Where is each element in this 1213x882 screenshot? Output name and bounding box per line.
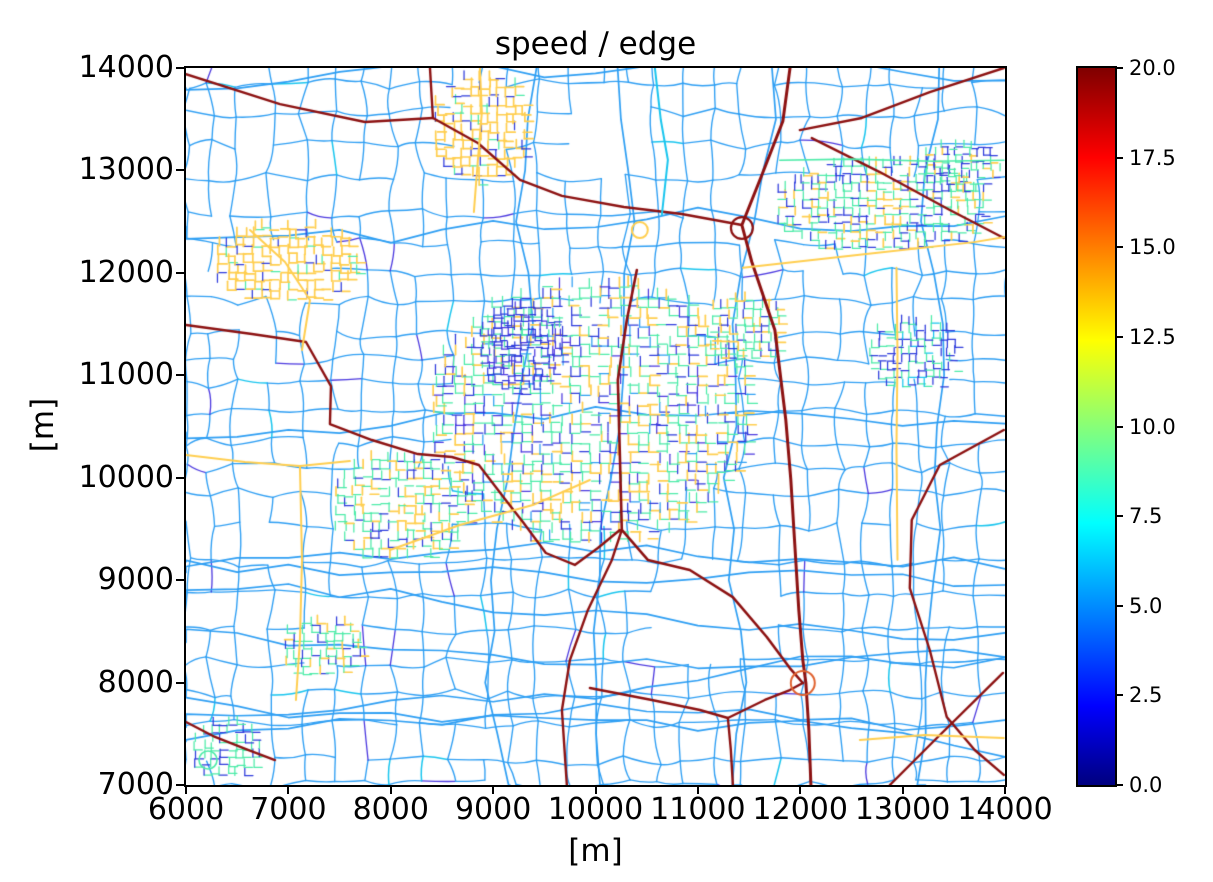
- colorbar-tick-label: 5.0: [1129, 593, 1163, 618]
- x-tick-mark: [389, 785, 392, 794]
- colorbar-tick-label: 15.0: [1129, 235, 1176, 260]
- network-map-canvas: [186, 68, 1005, 785]
- x-axis-label: [m]: [568, 833, 623, 869]
- colorbar-tick-label: 10.0: [1129, 414, 1176, 439]
- x-tick-mark: [696, 785, 699, 794]
- colorbar-tick-mark: [1115, 246, 1123, 249]
- y-tick-mark: [176, 67, 185, 69]
- x-tick-mark: [901, 785, 904, 794]
- x-tick-label: 12000: [752, 792, 848, 827]
- x-tick-mark: [1004, 785, 1006, 794]
- colorbar-tick-label: 2.5: [1129, 683, 1163, 708]
- y-tick-label: 14000: [78, 50, 174, 85]
- x-tick-label: 10000: [547, 792, 644, 827]
- y-tick-label: 8000: [97, 664, 174, 700]
- x-tick-label: 9000: [454, 792, 532, 827]
- y-tick-label: 7000: [97, 767, 174, 802]
- x-tick-mark: [492, 785, 495, 794]
- x-tick-mark: [185, 785, 187, 794]
- colorbar-tick-label: 12.5: [1129, 324, 1176, 349]
- colorbar-tick-label: 7.5: [1129, 504, 1163, 529]
- plot-area: [184, 66, 1007, 787]
- y-tick-label: 11000: [78, 357, 174, 393]
- x-tick-mark: [799, 785, 802, 794]
- colorbar-tick-label: 0.0: [1129, 773, 1163, 797]
- colorbar-tick-mark: [1115, 67, 1123, 69]
- y-tick-mark: [176, 169, 185, 172]
- x-tick-label: 14000: [957, 792, 1053, 827]
- x-tick-label: 11000: [650, 792, 746, 827]
- y-axis-label: [m]: [25, 397, 61, 453]
- colorbar-tick-mark: [1115, 156, 1123, 159]
- colorbar-tick-mark: [1115, 335, 1123, 338]
- colorbar-tick-mark: [1115, 425, 1123, 428]
- colorbar-tick-mark: [1115, 694, 1123, 697]
- y-tick-mark: [176, 681, 185, 684]
- y-tick-label: 12000: [78, 254, 174, 290]
- colorbar-tick-label: 17.5: [1129, 145, 1176, 170]
- x-tick-label: 7000: [250, 792, 327, 827]
- y-tick-label: 9000: [97, 562, 174, 598]
- colorbar-tick-mark: [1115, 604, 1123, 607]
- x-tick-mark: [594, 785, 597, 794]
- y-tick-mark: [176, 579, 185, 582]
- x-tick-mark: [287, 785, 290, 794]
- y-tick-mark: [176, 271, 185, 274]
- y-tick-label: 13000: [78, 152, 174, 188]
- y-tick-mark: [176, 784, 185, 786]
- plot-title: speed / edge: [494, 26, 697, 62]
- colorbar-tick-mark: [1115, 784, 1123, 786]
- y-tick-mark: [176, 476, 185, 479]
- x-tick-label: 13000: [854, 792, 951, 827]
- colorbar-tick-label: 20.0: [1129, 56, 1176, 80]
- colorbar-tick-mark: [1115, 515, 1123, 518]
- x-tick-label: 6000: [147, 792, 225, 827]
- y-tick-mark: [176, 374, 185, 377]
- y-tick-label: 10000: [78, 459, 174, 495]
- colorbar: [1076, 66, 1117, 787]
- x-tick-label: 8000: [352, 792, 429, 827]
